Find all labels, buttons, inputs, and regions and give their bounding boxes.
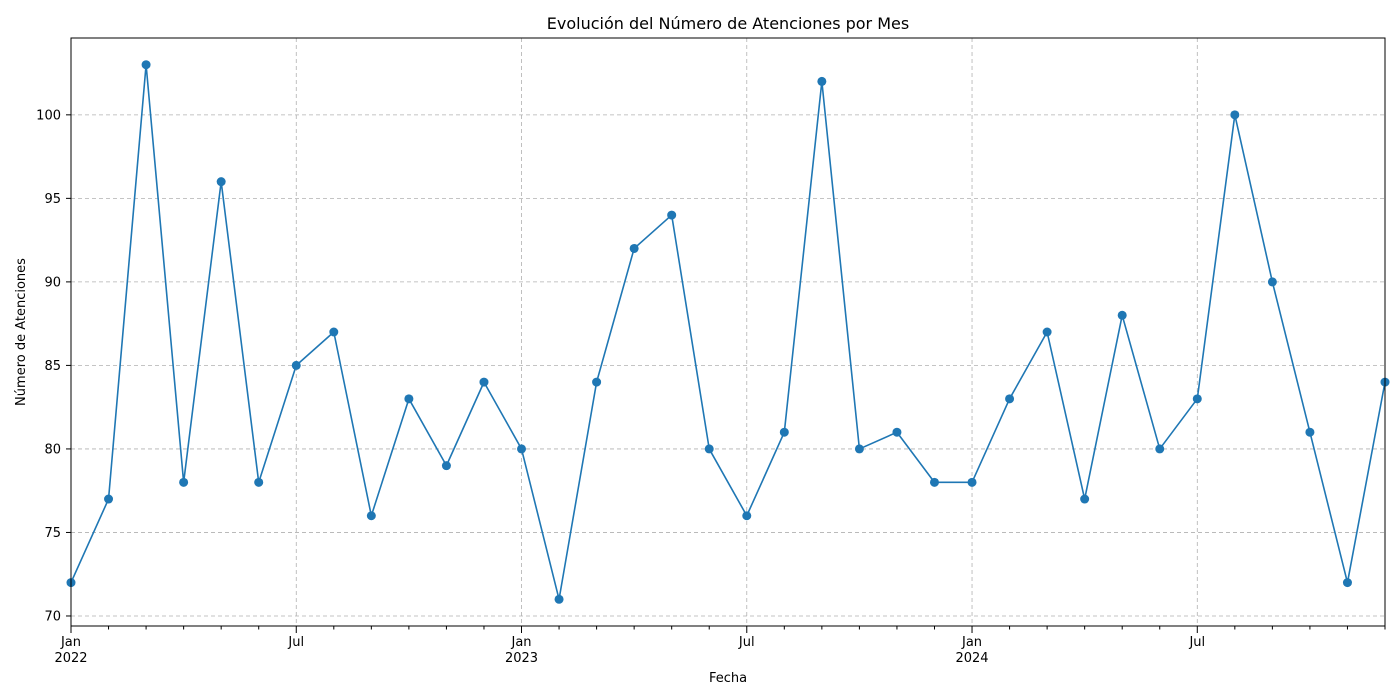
data-point [667, 210, 677, 220]
data-point [1005, 394, 1015, 404]
y-tick-label: 85 [44, 359, 61, 374]
chart-title: Evolución del Número de Atenciones por M… [547, 14, 909, 33]
series-line [70, 63, 1386, 601]
data-point [517, 444, 527, 454]
x-tick-label: Jan [961, 635, 982, 650]
data-point [441, 461, 451, 471]
data-point [104, 494, 114, 504]
data-point [1267, 277, 1277, 287]
data-point [479, 377, 489, 387]
plot-area-frame [70, 37, 1386, 627]
data-points [66, 60, 1390, 604]
data-point [854, 444, 864, 454]
data-point [254, 477, 264, 487]
y-axis-label: Número de Atenciones [14, 258, 29, 406]
data-point [141, 60, 151, 70]
x-tick-label: Jan [510, 635, 531, 650]
x-tick-year-label: 2023 [505, 651, 538, 666]
y-tick-label: 80 [44, 442, 61, 457]
x-tick-year-label: 2022 [54, 651, 87, 666]
data-point [704, 444, 714, 454]
y-tick-label: 100 [36, 108, 61, 123]
grid-lines [70, 38, 1385, 626]
data-point [1080, 494, 1090, 504]
data-point [179, 477, 189, 487]
data-point [629, 243, 639, 253]
data-point [967, 477, 977, 487]
data-point [366, 511, 376, 521]
y-tick-label: 95 [44, 192, 61, 207]
data-point [216, 177, 226, 187]
data-point [329, 327, 339, 337]
data-point [1192, 394, 1202, 404]
data-point [1342, 578, 1352, 588]
data-point [892, 427, 902, 437]
x-tick-label: Jul [287, 635, 304, 650]
x-tick-label: Jan [60, 635, 81, 650]
data-point [929, 477, 939, 487]
x-axis-label: Fecha [709, 671, 747, 686]
y-tick-label: 90 [44, 275, 61, 290]
data-point [1117, 310, 1127, 320]
data-point [1305, 427, 1315, 437]
data-point [1042, 327, 1052, 337]
data-point [742, 511, 752, 521]
data-point [554, 594, 564, 604]
data-point [779, 427, 789, 437]
y-tick-label: 70 [44, 609, 61, 624]
data-point [592, 377, 602, 387]
data-point [291, 360, 301, 370]
data-point [1155, 444, 1165, 454]
x-tick-label: Jul [738, 635, 755, 650]
x-tick-label: Jul [1188, 635, 1205, 650]
series-polyline [70, 63, 1386, 601]
data-point [404, 394, 414, 404]
y-axis-ticks: 70 75 80 85 90 95 100 [36, 108, 71, 624]
data-point [1230, 110, 1240, 120]
x-tick-year-label: 2024 [955, 651, 988, 666]
y-tick-label: 75 [44, 526, 61, 541]
data-point [817, 76, 827, 86]
